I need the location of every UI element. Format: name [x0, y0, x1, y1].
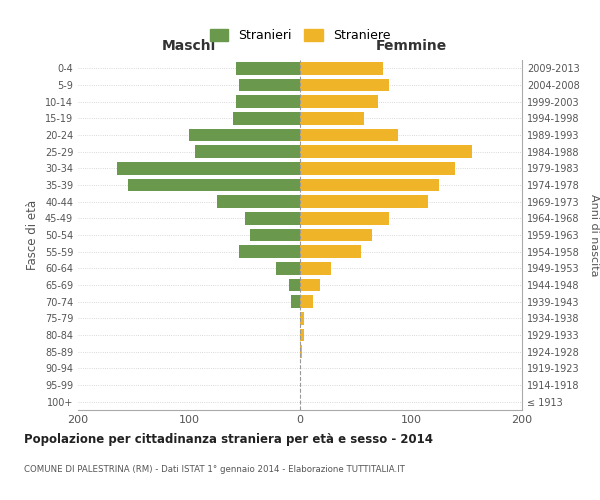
Bar — [300, 179, 439, 192]
Bar — [275, 262, 300, 274]
Bar — [300, 296, 313, 308]
Bar — [250, 229, 300, 241]
Bar — [236, 62, 300, 74]
Bar — [239, 246, 300, 258]
Legend: Stranieri, Straniere: Stranieri, Straniere — [205, 24, 395, 48]
Bar — [300, 212, 389, 224]
Bar — [300, 329, 304, 341]
Y-axis label: Anni di nascita: Anni di nascita — [589, 194, 599, 276]
Bar — [300, 62, 383, 74]
Bar — [300, 312, 304, 324]
Bar — [300, 79, 389, 92]
Bar — [291, 296, 300, 308]
Text: Popolazione per cittadinanza straniera per età e sesso - 2014: Popolazione per cittadinanza straniera p… — [24, 432, 433, 446]
Bar — [233, 112, 300, 124]
Bar — [245, 212, 300, 224]
Bar — [300, 229, 372, 241]
Bar — [300, 112, 364, 124]
Bar — [236, 96, 300, 108]
Bar — [128, 179, 300, 192]
Bar — [117, 162, 300, 174]
Bar — [239, 79, 300, 92]
Bar — [189, 129, 300, 141]
Bar — [194, 146, 300, 158]
Text: Femmine: Femmine — [376, 39, 446, 53]
Text: Maschi: Maschi — [162, 39, 216, 53]
Bar — [217, 196, 300, 208]
Bar — [300, 162, 455, 174]
Bar — [300, 146, 472, 158]
Bar — [300, 129, 398, 141]
Bar — [300, 96, 378, 108]
Bar — [300, 262, 331, 274]
Bar — [289, 279, 300, 291]
Bar — [300, 346, 302, 358]
Text: COMUNE DI PALESTRINA (RM) - Dati ISTAT 1° gennaio 2014 - Elaborazione TUTTITALIA: COMUNE DI PALESTRINA (RM) - Dati ISTAT 1… — [24, 465, 405, 474]
Bar — [300, 196, 428, 208]
Y-axis label: Fasce di età: Fasce di età — [26, 200, 39, 270]
Bar — [300, 246, 361, 258]
Bar — [300, 279, 320, 291]
